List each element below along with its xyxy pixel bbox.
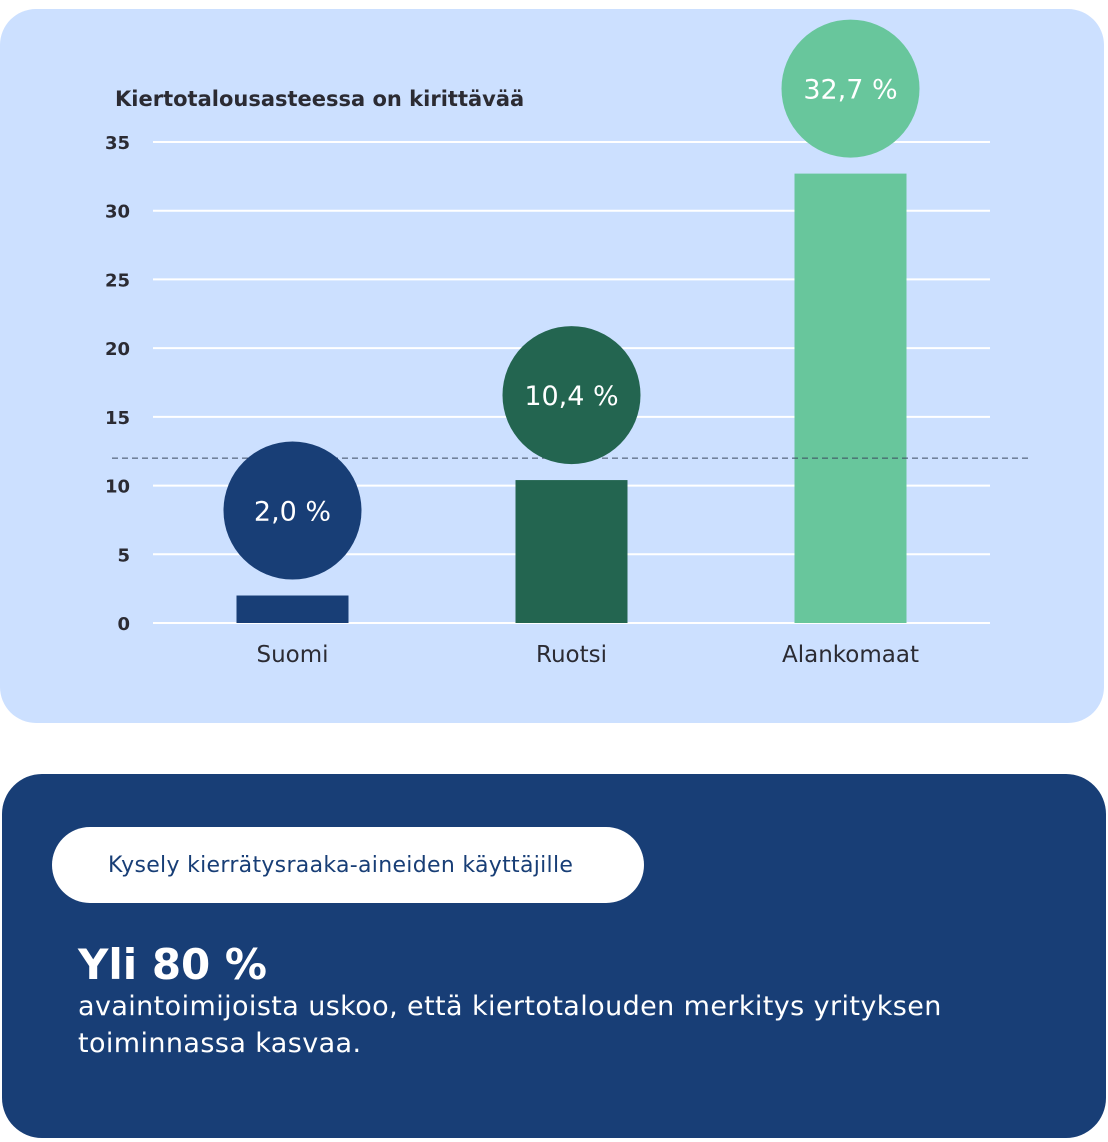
y-tick-label: 25 [105, 270, 130, 291]
survey-headline: Yli 80 % [78, 940, 267, 989]
bar [236, 595, 349, 623]
y-tick-label: 35 [105, 133, 130, 154]
chart-title: Kiertotalousasteessa on kirittävää [115, 87, 524, 111]
data-label: 2,0 % [254, 497, 331, 528]
y-tick-label: 0 [117, 614, 130, 635]
survey-card: Kysely kierrätysraaka-aineiden käyttäjil… [2, 774, 1106, 1138]
survey-tag: Kysely kierrätysraaka-aineiden käyttäjil… [52, 827, 644, 903]
x-tick-label: Suomi [256, 642, 328, 668]
y-tick-label: 5 [117, 545, 130, 566]
bar [515, 480, 628, 623]
y-tick-label: 15 [105, 408, 130, 429]
value-bubble [781, 19, 920, 158]
survey-tag-label: Kysely kierrätysraaka-aineiden käyttäjil… [108, 852, 574, 878]
x-tick-label: Alankomaat [782, 642, 919, 668]
data-label: 32,7 % [803, 75, 897, 106]
data-label: 10,4 % [524, 381, 618, 412]
bar [794, 173, 907, 623]
chart-card: Kiertotalousasteessa on kirittävää 0 5 10 1… [0, 9, 1104, 723]
x-tick-label: Ruotsi [536, 642, 607, 668]
survey-description: avaintoimijoista uskoo, että kiertotalou… [78, 991, 942, 1059]
value-bubble [502, 326, 641, 465]
value-bubble [223, 441, 362, 580]
y-tick-label: 30 [105, 202, 130, 223]
y-tick-label: 10 [105, 477, 130, 498]
y-tick-label: 20 [105, 339, 130, 360]
bar-chart: Kiertotalousasteessa on kirittävää 0 5 10 1… [105, 19, 1028, 668]
